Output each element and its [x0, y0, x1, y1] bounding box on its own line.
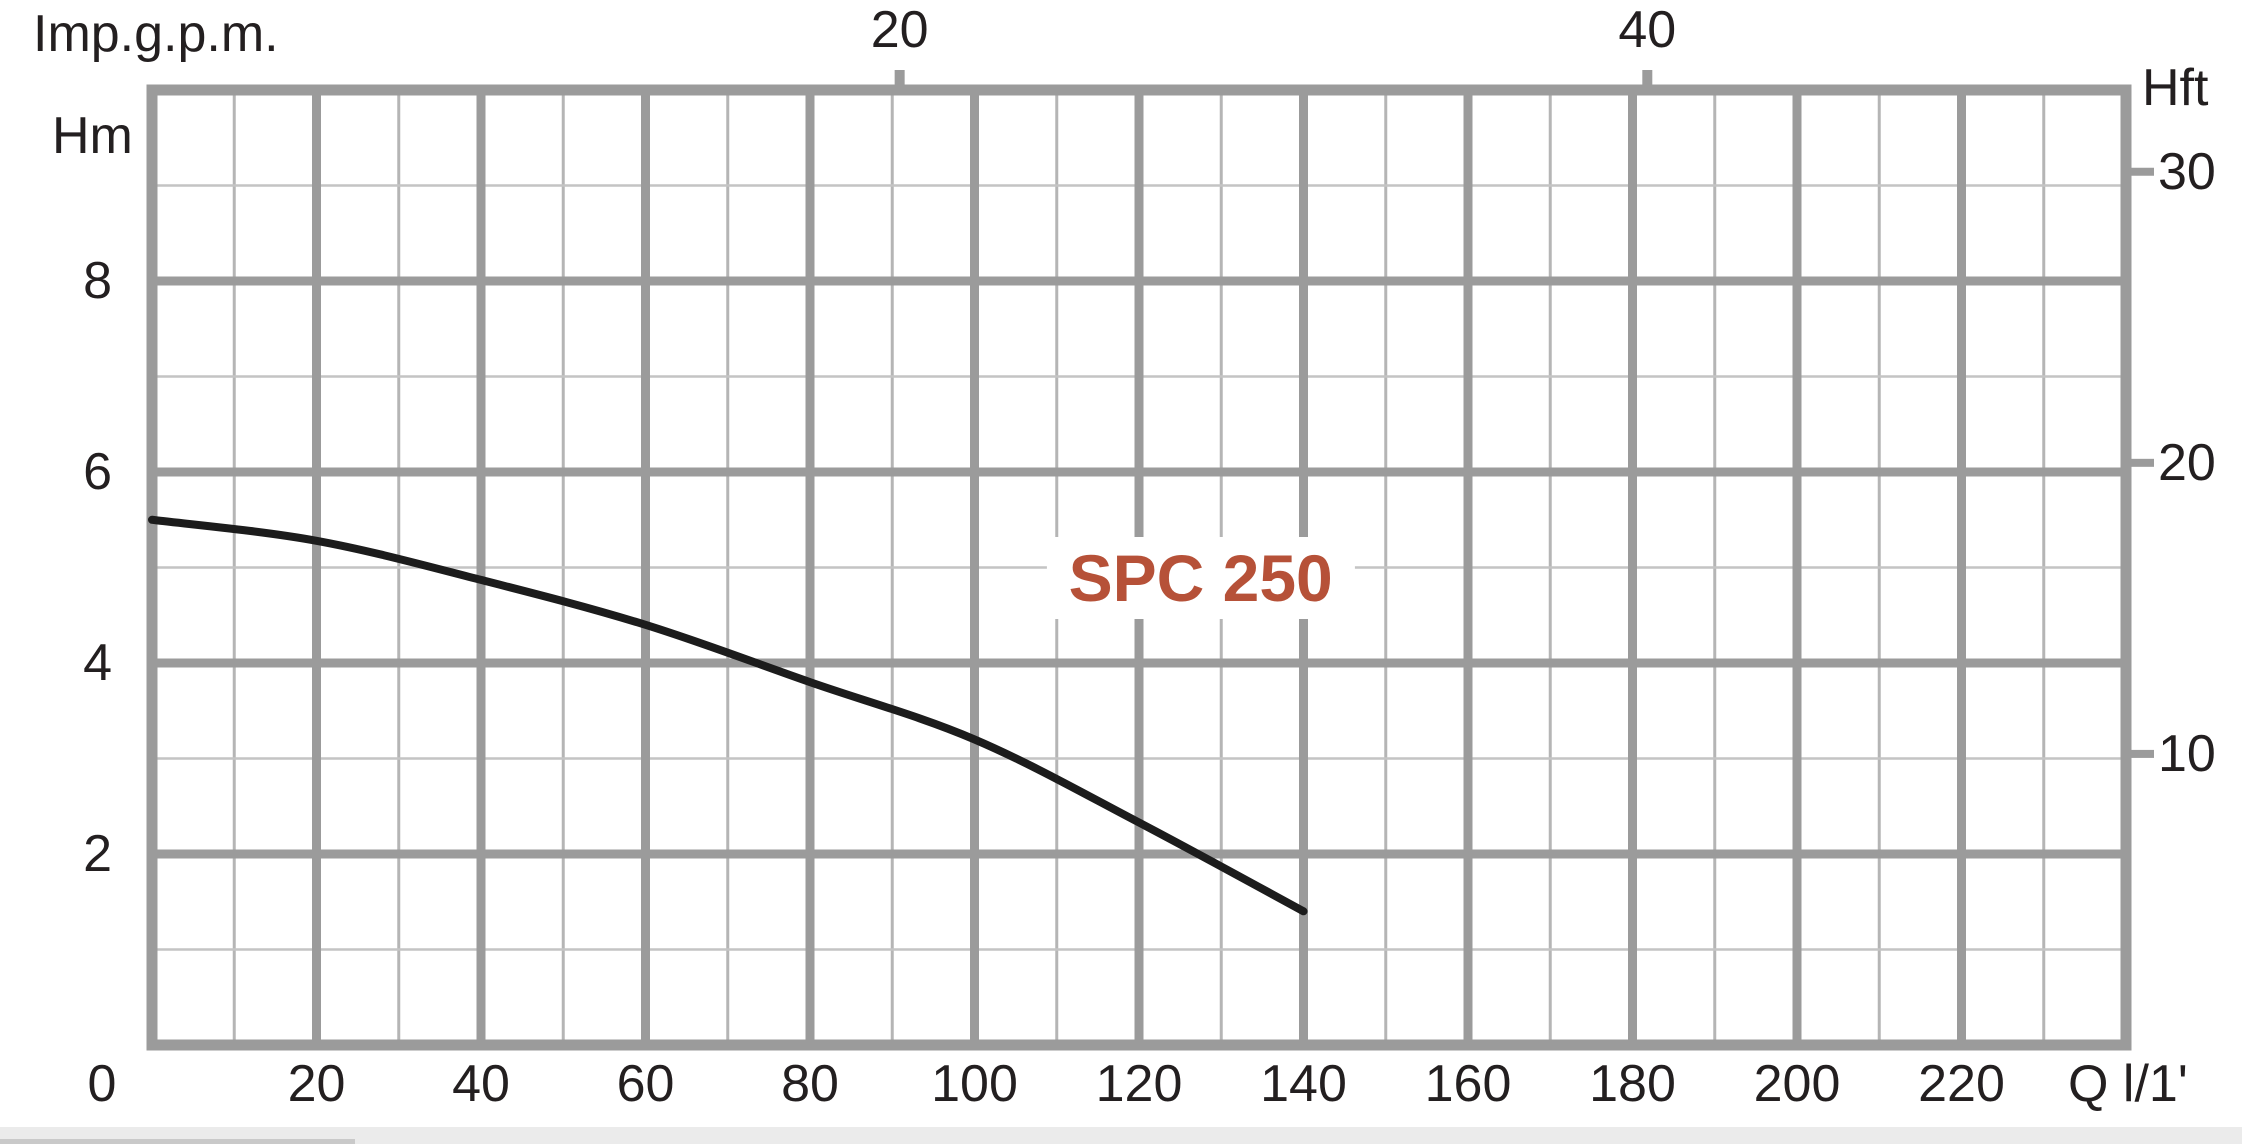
- page-bottom-edge-line: [0, 1139, 355, 1144]
- right-axis-unit-label: Hft: [2142, 59, 2209, 117]
- top-axis-unit-label: Imp.g.p.m.: [33, 5, 279, 63]
- pump-curve-spc-250: [148, 515, 1308, 916]
- left-axis-unit-label: Hm: [52, 107, 133, 165]
- x-tick-label: 20: [287, 1055, 346, 1113]
- x-tick-label: 80: [781, 1055, 839, 1113]
- top-tick-label: 20: [870, 1, 929, 59]
- right-axis-tick: [2130, 167, 2154, 176]
- x-tick-label: 60: [616, 1055, 675, 1113]
- x-tick-label: 220: [1918, 1055, 2005, 1113]
- top-axis-tick: [894, 70, 905, 86]
- x-tick-label: 0: [87, 1055, 117, 1113]
- x-tick-label: 40: [452, 1055, 510, 1113]
- x-tick-label: 200: [1753, 1055, 1841, 1113]
- bottom-axis-unit-label: Q l/1': [2068, 1055, 2188, 1113]
- y-tick-label: 2: [83, 825, 112, 883]
- top-tick-label: 40: [1618, 1, 1677, 59]
- y-tick-label: 8: [83, 252, 112, 310]
- x-tick-label: 120: [1095, 1055, 1183, 1113]
- right-axis-tick: [2130, 458, 2154, 467]
- x-tick-label: 100: [931, 1055, 1018, 1113]
- series-label: SPC 250: [1046, 537, 1355, 619]
- top-axis-tick: [1642, 70, 1653, 86]
- hft-tick-label: 10: [2158, 724, 2216, 783]
- plot-border: [146, 84, 2132, 1051]
- x-tick-label: 140: [1260, 1055, 1347, 1113]
- y-tick-label: 4: [83, 634, 112, 692]
- hft-tick-label: 20: [2158, 433, 2216, 492]
- right-axis-tick: [2130, 749, 2154, 758]
- x-tick-label: 160: [1424, 1055, 1512, 1113]
- hft-tick-label: 30: [2158, 142, 2216, 201]
- x-tick-label: 180: [1589, 1055, 1676, 1113]
- page-bottom-band: [0, 1127, 2242, 1144]
- y-tick-label: 6: [83, 443, 112, 501]
